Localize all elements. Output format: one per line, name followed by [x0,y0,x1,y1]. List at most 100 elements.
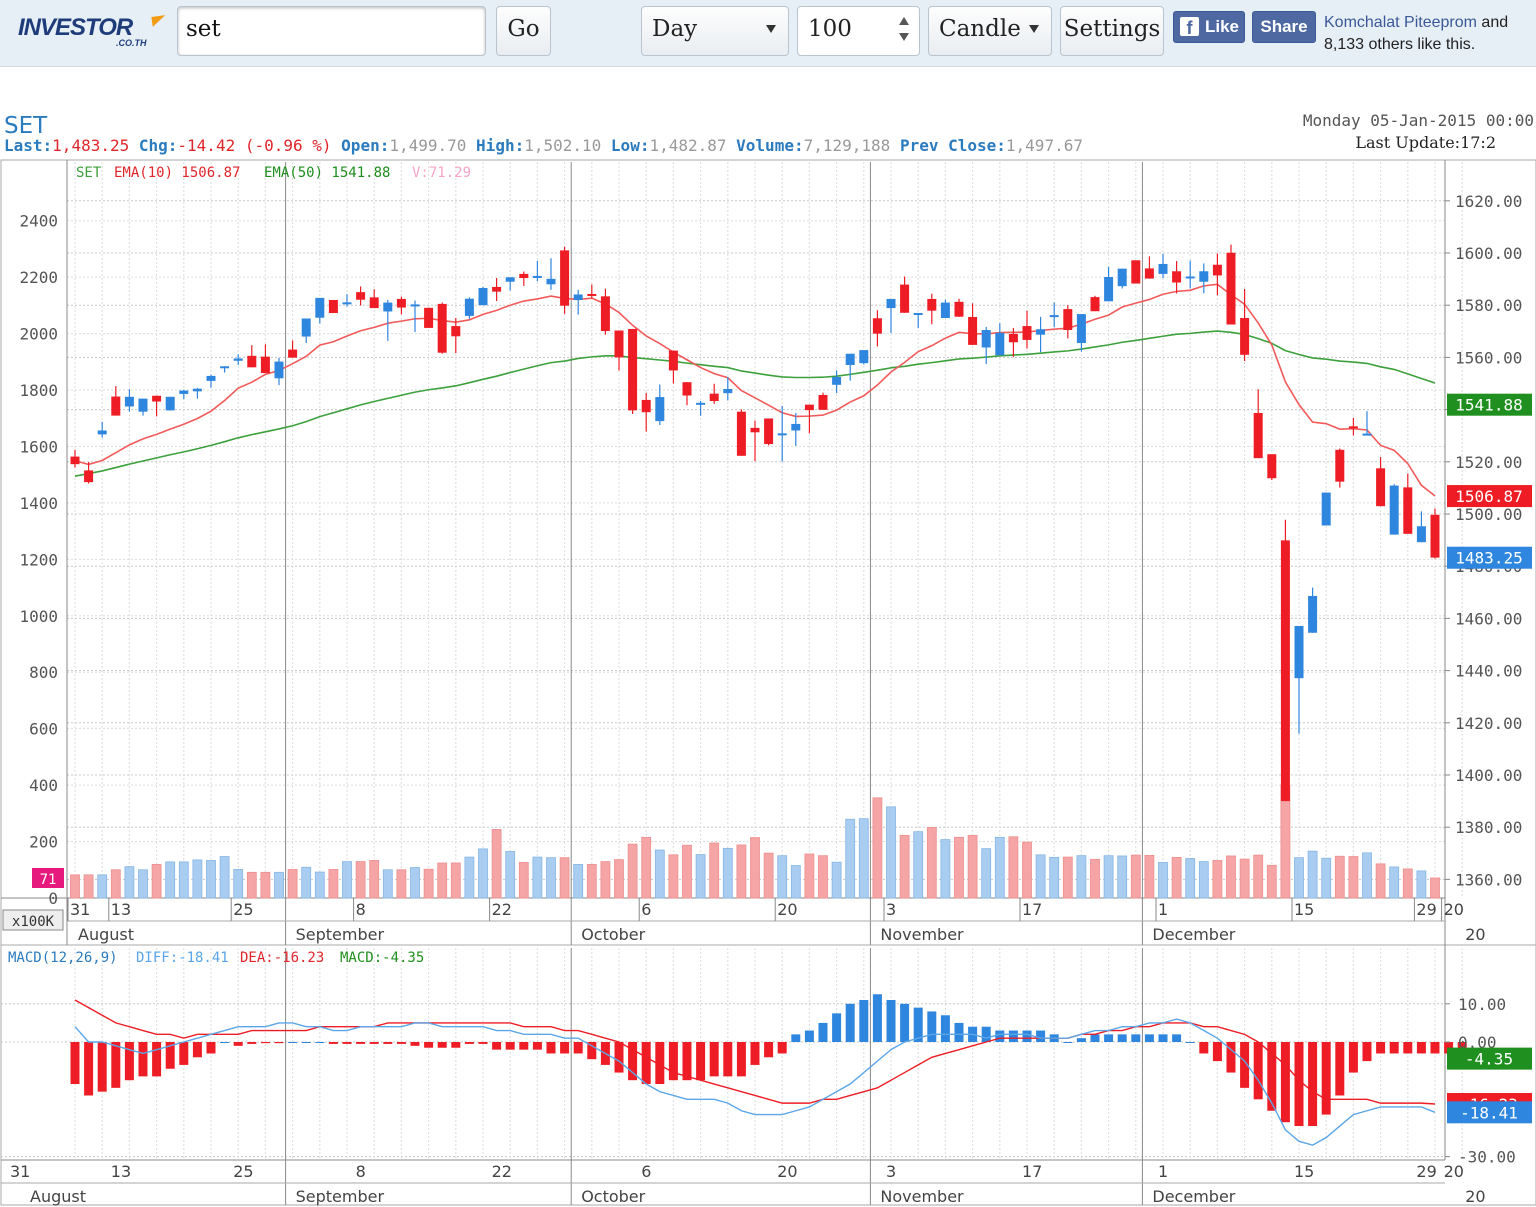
candle-body [628,328,638,411]
macd-day-label: 31 [10,1162,30,1181]
candle-body [886,298,896,309]
symbol-search-box[interactable] [177,6,486,56]
macd-month-label: 20 [1465,1187,1485,1206]
volume-bar [151,864,162,899]
volume-bar [83,874,94,899]
macd-histogram-bar [546,1042,556,1054]
chevron-down-icon [1029,25,1039,33]
candle-body [532,275,542,278]
volume-bar [831,861,842,899]
macd-histogram-bar [505,1042,515,1050]
day-label: 15 [1294,900,1314,919]
macd-histogram-bar [519,1042,529,1050]
volume-bar [450,862,461,899]
candle-body [709,393,719,401]
candle-body [968,316,978,345]
investor-logo[interactable]: INVESTOR .CO.TH [14,12,167,52]
macd-histogram-bar [1036,1030,1046,1042]
macd-histogram-bar [138,1042,148,1077]
volume-bar [1185,858,1196,899]
macd-histogram-bar [1076,1038,1086,1042]
candle-body [750,427,760,433]
go-button[interactable]: Go [496,6,551,56]
macd-histogram-bar [832,1013,842,1042]
macd-histogram-bar [1104,1034,1114,1042]
candle-body [1348,426,1358,429]
day-label: 20 [1444,900,1464,919]
candle-body [859,350,869,364]
volume-bar [586,864,597,899]
macd-month-label: December [1152,1187,1235,1206]
macd-month-label: September [296,1187,385,1206]
candle-body [396,298,406,308]
macd-histogram-bar [573,1042,583,1054]
macd-histogram-bar [356,1042,366,1044]
candle-body [179,390,189,394]
macd-legend-dea: DEA:-16.23 [240,950,324,966]
macd-histogram-bar [233,1042,243,1046]
logo-text: INVESTOR [18,14,133,41]
macd-histogram-bar [1008,1030,1018,1042]
volume-bar [1253,854,1264,899]
chart-type-select[interactable]: Candle [928,6,1052,56]
candle-body [1240,317,1250,355]
day-label: 1 [1158,900,1168,919]
candle-body [152,395,162,402]
macd-histogram-bar [1376,1042,1386,1054]
candle-body [410,304,420,307]
macd-histogram-bar [451,1042,461,1048]
bars-count-stepper[interactable]: 100 [797,6,920,56]
symbol-search-input[interactable] [184,15,478,43]
candle-body [1253,412,1263,459]
volume-bar [138,869,148,899]
volume-tick-label: 2000 [19,325,58,344]
day-label: 25 [233,900,253,919]
facebook-like-button[interactable]: f Like [1173,11,1245,43]
macd-histogram-bar [655,1042,665,1085]
volume-bar [1239,858,1250,899]
settings-button[interactable]: Settings [1060,6,1164,56]
last-value: 1,483.25 [52,136,130,155]
facebook-share-button[interactable]: Share [1252,11,1316,43]
stepper-up-icon[interactable] [899,17,909,25]
period-select[interactable]: Day [641,6,789,56]
volume-bar [287,869,298,899]
candle-body [111,396,121,416]
candle-body [900,284,910,313]
candle-body [1117,268,1127,287]
macd-histogram-bar [70,1042,80,1085]
volume-bar [1158,862,1168,899]
price-tick-label: 1440.00 [1455,662,1522,681]
macd-histogram-bar [845,1003,855,1042]
stepper-down-icon[interactable] [899,33,909,41]
candle-body [1267,454,1277,479]
social-like-user[interactable]: Komchalat Piteeprom [1324,14,1477,31]
last-label: Last: [4,136,53,155]
volume-bar [1117,855,1128,899]
volume-bar [858,818,869,899]
volume-bar [97,874,108,899]
macd-histogram-bar [791,1034,801,1042]
macd-histogram-bar [260,1042,270,1044]
macd-histogram-bar [1280,1042,1290,1123]
quote-summary: Last:1,483.25 Chg:-14.42 (-0.96 %) Open:… [4,136,1083,155]
candle-body [138,398,148,412]
facebook-share-label: Share [1260,17,1308,36]
macd-histogram-bar [165,1042,175,1069]
volume-bar [410,867,420,899]
candle-body [736,411,746,456]
macd-histogram-bar [1158,1034,1168,1042]
macd-histogram-bar [777,1042,787,1054]
month-label: October [581,925,645,944]
volume-bar [437,862,448,899]
macd-histogram-bar [764,1042,774,1058]
macd-histogram-bar [1348,1042,1358,1073]
candle-body [764,418,774,445]
candle-body [383,302,393,312]
macd-histogram-bar [682,1042,692,1081]
macd-histogram-bar [995,1030,1005,1042]
volume-bar [1198,861,1209,899]
volume-bar [1062,856,1073,899]
volume-tick-label: 1000 [19,607,58,626]
